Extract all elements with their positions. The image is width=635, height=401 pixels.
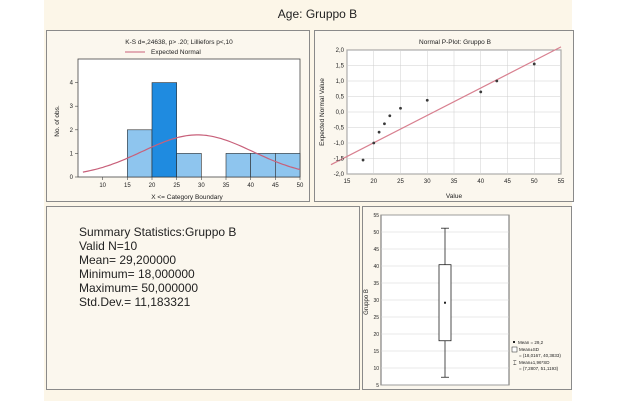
pplot-y-tick-label: 0,0	[336, 110, 345, 116]
summary-statistics-panel: Summary Statistics:Gruppo B Valid N=10 M…	[46, 206, 360, 390]
legend-sd-box-swatch	[511, 346, 518, 353]
histogram-bar	[176, 153, 202, 178]
stats-valid-n: Valid N=10	[79, 239, 138, 253]
pplot-point	[388, 114, 392, 118]
histogram-y-tick-label: 1	[70, 151, 74, 157]
summary-statistics-text: Summary Statistics:Gruppo B Valid N=10 M…	[79, 225, 236, 309]
pplot-point	[361, 158, 365, 162]
histogram-bar	[151, 82, 177, 178]
box-y-tick-label: 30	[373, 298, 379, 304]
pplot-y-tick-label: -2,0	[334, 172, 345, 178]
histogram-x-tick-label: 40	[247, 183, 254, 189]
pplot-fit-line	[330, 46, 562, 166]
pplot-x-tick-label: 55	[558, 179, 565, 185]
pplot-y-tick-label: 1,0	[336, 79, 345, 85]
histogram-panel: K-S d=,24638, p> .20; Lilliefors p<,10 E…	[46, 30, 310, 202]
legend-mean-marker	[513, 341, 515, 343]
box-plot-panel: 5 10 15 20 25 30 35 40 45 50 55 Gruppo B Mean = 29…	[362, 206, 572, 390]
histogram-y-axis-label: No. of obs.	[54, 105, 61, 137]
box-y-tick-label: 15	[373, 349, 379, 355]
histogram-bar	[127, 129, 153, 178]
expected-normal-curve	[82, 134, 301, 173]
box-y-tick-label: 5	[376, 383, 379, 389]
box-y-tick-label: 25	[373, 315, 379, 321]
box-y-tick-label: 55	[373, 213, 379, 219]
pplot-point	[383, 122, 386, 126]
pplot-x-tick-label: 45	[504, 179, 511, 185]
histogram-chart: K-S d=,24638, p> .20; Lilliefors p<,10 E…	[54, 39, 304, 201]
histogram-x-tick-label: 45	[272, 183, 279, 189]
pplot-x-tick-label: 15	[344, 179, 351, 185]
box-y-tick-label: 50	[373, 230, 379, 236]
legend-whisker-range: = (7,2807, 51,1193)	[519, 366, 559, 371]
pplot-point	[377, 130, 381, 134]
histogram-x-tick-label: 15	[124, 183, 131, 189]
legend-label-expected-normal: Expected Normal	[151, 49, 201, 56]
pplot-x-tick-label: 20	[370, 179, 377, 185]
pplot-point	[372, 141, 376, 145]
pplot-y-axis-label: Expected Normal Value	[319, 78, 326, 146]
pplot-point	[532, 62, 536, 66]
box-y-tick-label: 45	[373, 247, 379, 253]
pplot-x-tick-label: 25	[397, 179, 404, 185]
box-plot-chart: 5 10 15 20 25 30 35 40 45 50 55 Gruppo B Mean = 29…	[364, 213, 561, 389]
pplot-x-tick-label: 35	[451, 179, 458, 185]
pplot-y-tick-label: -1,0	[334, 141, 345, 147]
pplot-y-tick-label: 2,0	[336, 48, 345, 54]
histogram-x-axis-label: X <= Category Boundary	[151, 194, 223, 201]
pplot-title: Normal P-Plot: Gruppo B	[419, 39, 491, 46]
pplot-y-tick-label: 1,5	[336, 64, 345, 70]
histogram-bar	[275, 153, 301, 178]
histogram-bar	[225, 153, 251, 178]
histogram-x-tick-label: 10	[99, 183, 106, 189]
stats-minimum: Minimum= 18,000000	[79, 267, 195, 281]
histogram-x-tick-label: 35	[223, 183, 230, 189]
legend-whisker-swatch: ⌶	[513, 360, 517, 367]
pplot-x-tick-label: 40	[477, 179, 484, 185]
pplot-point	[479, 90, 483, 94]
box-mean-marker	[444, 301, 446, 304]
stats-mean: Mean= 29,200000	[79, 253, 177, 267]
box-y-axis-label: Gruppo B	[364, 289, 370, 315]
box-y-tick-label: 20	[373, 332, 379, 338]
normal-pplot-panel: Normal P-Plot: Gruppo B 15 20 25 30 35 40 45 50…	[314, 30, 574, 202]
pplot-point	[425, 98, 429, 102]
histogram-title: K-S d=,24638, p> .20; Lilliefors p<,10	[125, 39, 233, 46]
histogram-y-tick-label: 0	[70, 175, 74, 181]
legend-mean-label: Mean = 29,2	[518, 340, 544, 345]
histogram-bar	[250, 153, 276, 178]
pplot-y-tick-label: 0,5	[336, 95, 345, 101]
page-title: Age: Gruppo B	[277, 7, 358, 21]
histogram-x-tick-label: 25	[173, 183, 180, 189]
histogram-x-tick-label: 20	[149, 183, 156, 189]
histogram-x-tick-label: 30	[198, 183, 205, 189]
stats-heading: Summary Statistics:Gruppo B	[79, 225, 237, 239]
box-y-tick-label: 10	[373, 366, 379, 372]
pplot-y-tick-label: -1,5	[334, 157, 345, 163]
pplot-x-tick-label: 50	[531, 179, 538, 185]
legend-sd-range: = (18,0167, 40,3833)	[519, 353, 561, 358]
pplot-point	[399, 106, 402, 110]
pplot-y-tick-label: -0,5	[334, 126, 345, 132]
stats-std-dev: Std.Dev.= 11,183321	[79, 295, 191, 309]
box-y-tick-label: 40	[373, 264, 379, 270]
histogram-x-tick-label: 50	[297, 183, 304, 189]
pplot-point	[495, 79, 499, 83]
box-y-tick-label: 35	[373, 281, 379, 287]
stats-maximum: Maximum= 50,000000	[79, 281, 199, 295]
pplot-x-tick-label: 30	[424, 179, 431, 185]
legend-whisker-label: Mean±1,96*SD	[519, 360, 550, 365]
histogram-y-tick-label: 3	[70, 104, 74, 110]
histogram-y-tick-label: 2	[70, 128, 74, 134]
histogram-y-tick-label: 4	[70, 81, 74, 87]
legend-sd-label: Mean±SD	[519, 347, 540, 352]
normal-pplot-chart: Normal P-Plot: Gruppo B 15 20 25 30 35 40 45 50…	[319, 39, 565, 200]
pplot-x-axis-label: Value	[446, 193, 463, 200]
